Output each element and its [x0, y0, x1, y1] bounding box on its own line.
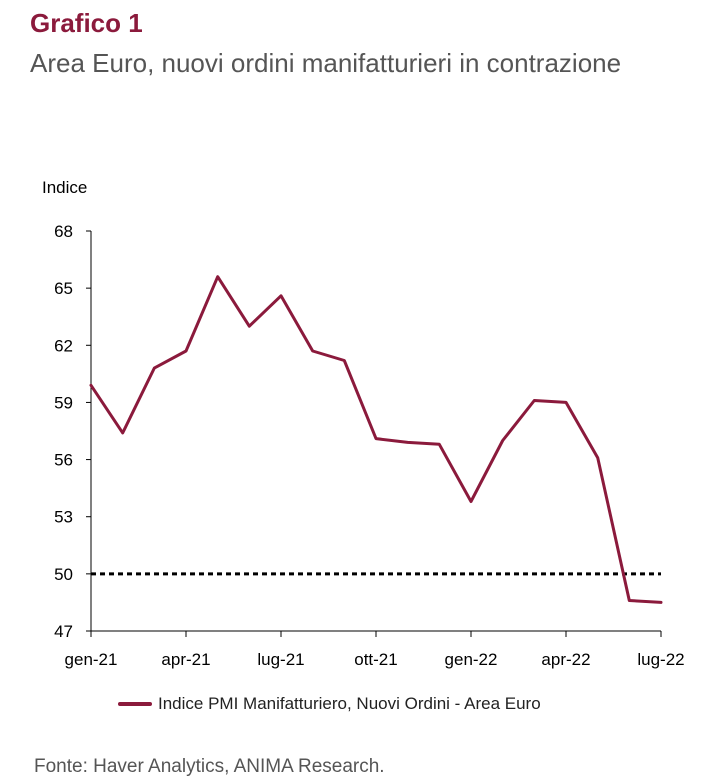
x-tick-label: lug-22: [637, 650, 684, 669]
legend: Indice PMI Manifatturiero, Nuovi Ordini …: [118, 694, 541, 714]
chart-title: Grafico 1: [30, 8, 143, 38]
y-tick-label: 62: [54, 336, 73, 355]
series-line-pmi-new-orders: [89, 275, 663, 604]
x-tick-label: apr-21: [161, 650, 210, 669]
series-group: [89, 275, 663, 604]
y-axis-label: Indice: [42, 178, 88, 197]
x-tick-label: gen-22: [445, 650, 498, 669]
legend-label: Indice PMI Manifatturiero, Nuovi Ordini …: [158, 694, 541, 713]
line-chart: 47 50 53 56 59 62 65 68 gen-21 apr-21 lug-21 ott-21…: [54, 222, 685, 669]
x-tick-label: lug-21: [257, 650, 304, 669]
legend-swatch: [118, 702, 152, 706]
x-tick-label: ott-21: [354, 650, 397, 669]
x-tick-label: apr-22: [541, 650, 590, 669]
chart-subtitle: Area Euro, nuovi ordini manifatturieri i…: [30, 48, 622, 78]
source-note: Fonte: Haver Analytics, ANIMA Research.: [34, 756, 385, 777]
y-tick-label: 56: [54, 451, 73, 470]
y-tick-label: 59: [54, 393, 73, 412]
y-tick-label: 65: [54, 279, 73, 298]
x-tick-label: gen-21: [65, 650, 118, 669]
y-tick-label: 47: [54, 622, 73, 641]
y-tick-label: 53: [54, 508, 73, 527]
y-tick-label: 68: [54, 222, 73, 241]
chart-axes: 47 50 53 56 59 62 65 68 gen-21 apr-21 lug-21 ott-21…: [54, 222, 685, 669]
y-tick-label: 50: [54, 565, 73, 584]
